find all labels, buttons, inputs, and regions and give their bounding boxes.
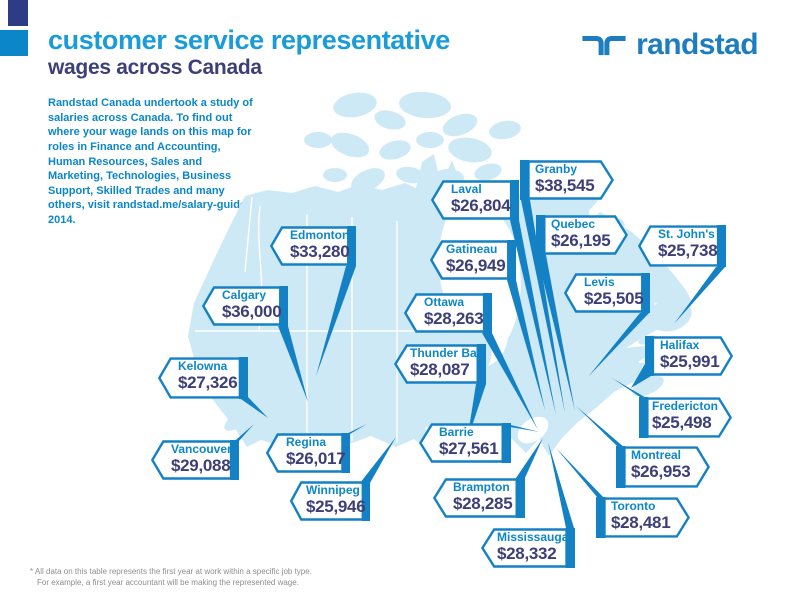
callout-laval: Laval $26,804 (431, 180, 519, 220)
salary-value: $26,804 (451, 195, 511, 215)
callout-toronto: Toronto $28,481 (596, 497, 690, 538)
salary-value: $25,505 (584, 288, 644, 308)
salary-value: $28,263 (424, 308, 484, 328)
city-label: Mississauga (497, 530, 569, 544)
city-label: Quebec (551, 217, 596, 231)
footnote-line-1: * All data on this table represents the … (30, 567, 312, 576)
callout-quebec: Quebec $26,195 (536, 215, 628, 255)
city-label: Brampton (453, 480, 510, 494)
salary-value: $26,953 (631, 461, 691, 481)
callout-kelowna: Kelowna $27,326 (158, 357, 248, 399)
salary-value: $26,949 (446, 255, 506, 275)
city-label: Granby (535, 162, 578, 176)
salary-value: $25,738 (658, 240, 718, 260)
callout-granby: Granby $38,545 (520, 160, 614, 200)
salary-value: $25,991 (660, 351, 720, 371)
randstad-logo: randstad (581, 28, 759, 61)
callout-thunder-bay: Thunder Bay $28,087 (394, 344, 486, 384)
callout-vancouver: Vancouver $29,088 (151, 440, 239, 480)
salary-value: $33,280 (290, 241, 350, 261)
salary-value: $25,946 (306, 496, 366, 516)
city-label: St. John's (658, 227, 715, 241)
city-label: Toronto (611, 499, 656, 513)
callout-regina: Regina $26,017 (266, 433, 350, 473)
callout-calgary: Calgary $36,000 (202, 286, 288, 326)
callout-fredericton: Fredericton $25,498 (639, 397, 732, 438)
city-label: Ottawa (424, 295, 465, 309)
salary-value: $29,088 (171, 455, 231, 475)
salary-value: $25,498 (652, 412, 712, 432)
callout-montreal: Montreal $26,953 (616, 446, 710, 488)
footnote-line-2: For example, a first year accountant wil… (37, 577, 299, 587)
corner-square-light (0, 30, 28, 56)
city-label: Montreal (631, 448, 682, 462)
callout-mississauga: Mississauga $28,332 (481, 528, 575, 568)
salary-value: $27,561 (439, 438, 499, 458)
callout-connectors (229, 200, 725, 528)
city-label: Laval (451, 182, 482, 196)
callout-halifax: Halifax $25,991 (645, 336, 733, 376)
salary-value: $26,195 (551, 230, 611, 250)
randstad-logo-icon (582, 36, 626, 56)
city-label: Kelowna (178, 359, 228, 373)
city-label: Winnipeg (306, 483, 360, 497)
city-label: Vancouver (171, 442, 232, 456)
city-label: Regina (286, 435, 327, 449)
salary-value: $27,326 (178, 372, 238, 392)
salary-value: $36,000 (222, 301, 282, 321)
salary-value: $28,481 (611, 512, 671, 532)
city-label: Edmonton (290, 228, 350, 242)
city-label: Halifax (660, 338, 700, 352)
callout-winnipeg: Winnipeg $25,946 (290, 481, 370, 521)
city-label: Levis (584, 275, 615, 289)
footnote: * All data on this table represents the … (30, 567, 312, 589)
salary-value: $26,017 (286, 448, 346, 468)
salary-value: $38,545 (535, 175, 595, 195)
callout-edmonton: Edmonton $33,280 (270, 226, 356, 266)
callout-levis: Levis $25,505 (564, 273, 650, 313)
callout-barrie: Barrie $27,561 (419, 423, 511, 463)
salary-value: $28,332 (497, 543, 557, 563)
city-label: Gatineau (446, 242, 498, 256)
salary-value: $28,285 (453, 493, 513, 513)
header: customer service representative wages ac… (48, 26, 450, 80)
salary-value: $28,087 (410, 359, 470, 379)
city-label: Fredericton (652, 399, 719, 413)
city-label: Barrie (439, 425, 474, 439)
page-subtitle: wages across Canada (48, 56, 262, 80)
page-title: customer service representative (48, 25, 450, 55)
city-label: Calgary (222, 288, 267, 302)
callout-gatineau: Gatineau $26,949 (430, 240, 516, 280)
callout-brampton: Brampton $28,285 (433, 478, 525, 518)
intro-paragraph: Randstad Canada undertook a study of sal… (48, 97, 253, 226)
city-label: Thunder Bay (410, 346, 484, 360)
callout-st-johns: St. John's $25,738 (638, 225, 726, 267)
brand-name: randstad (636, 28, 759, 61)
callout-ottawa: Ottawa $28,263 (404, 293, 492, 333)
corner-square-dark (8, 0, 28, 26)
